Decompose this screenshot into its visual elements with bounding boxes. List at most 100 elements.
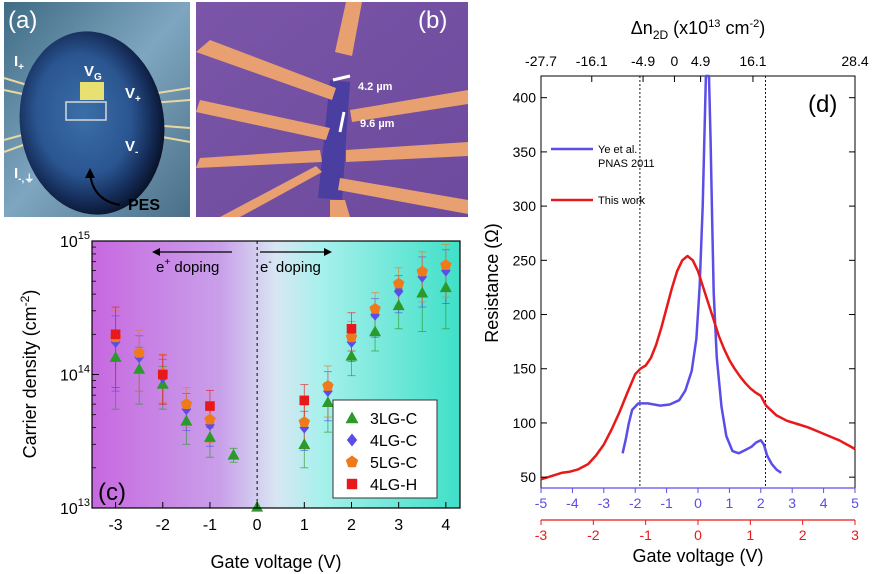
y-tick-label-d: 400: [513, 90, 537, 106]
label-i-plus: I+: [14, 53, 24, 73]
legend-marker-5lg-c: [345, 455, 359, 468]
legend-marker-3lg-c: [345, 411, 359, 424]
blue-tick-label: -4: [566, 495, 579, 511]
x-tick-label: 4: [441, 517, 450, 534]
y-tick-label: 1015: [60, 230, 90, 251]
x-tick-label: 0: [253, 517, 262, 534]
red-tick-label: -1: [639, 527, 652, 543]
y-axis-ticks: 1013 1014 1015: [60, 230, 99, 518]
y-tick-label: 1014: [60, 364, 90, 385]
scale-bar-1: [332, 74, 351, 82]
point-5lg-c: [416, 265, 428, 277]
label-pes: PES: [128, 197, 160, 214]
legend-label-ye-1: Ye et al.: [598, 144, 637, 156]
scatter-points: [109, 259, 452, 512]
top-tick-label: -27.7: [525, 53, 557, 69]
point-5lg-c: [180, 398, 193, 409]
label-v-plus: V+: [125, 85, 141, 105]
lead-labels: I+ VG V+ V- I-,⏚: [14, 53, 141, 185]
pes-arrowhead: [85, 168, 95, 178]
transition-lines: [639, 76, 766, 488]
point-3lg-c: [203, 431, 216, 442]
top-tick-label: -16.1: [576, 53, 608, 69]
x-tick-label: -3: [108, 517, 122, 534]
blue-tick-label: 1: [726, 495, 734, 511]
point-4lg-h: [205, 401, 215, 411]
panel-a-label: (a): [8, 7, 37, 34]
y-tick-label-d: 200: [513, 307, 537, 323]
point-3lg-c: [298, 438, 311, 450]
resistance-curves: [540, 74, 856, 481]
point-4lg-h: [110, 329, 121, 340]
blue-tick-label: 2: [757, 495, 765, 511]
blue-tick-label: -1: [660, 495, 673, 511]
y-tick-label-d: 250: [513, 252, 537, 268]
y-tick-label-d: 50: [520, 469, 536, 485]
legend-c: 3LG-C 4LG-C 5LG-C 4LG-H: [332, 399, 438, 499]
point-3lg-c: [321, 396, 334, 408]
blue-tick-label: 0: [694, 495, 702, 511]
x-axis-ticks: -3 -2 -1 0 1 2 3 4: [108, 502, 450, 534]
label-vg: VG: [84, 63, 102, 83]
top-tick-label: 28.4: [841, 53, 868, 69]
scale-label-2: 9.6 µm: [360, 118, 395, 130]
legend-label-4lg-h: 4LG-H: [370, 477, 417, 494]
x-tick-label: -1: [203, 517, 217, 534]
top-tick-label: 4.9: [691, 53, 711, 69]
graphene-channel: [318, 80, 350, 200]
point-3lg-c: [416, 286, 429, 298]
point-5lg-c: [345, 331, 358, 343]
legend-marker-4lg-h: [346, 478, 358, 490]
point-3lg-c: [109, 351, 122, 362]
y-axis-ticks-d: 50 100 150 200 250 300 350 400: [513, 90, 855, 485]
blue-tick-label: 4: [820, 495, 828, 511]
point-3lg-c: [180, 414, 193, 426]
y-tick-label-d: 350: [513, 144, 537, 160]
point-5lg-c: [393, 277, 405, 289]
gate-electrode: [80, 82, 104, 100]
legend-label-4lg-c: 4LG-C: [370, 433, 417, 450]
x-axis-title-c: Gate voltage (V): [210, 552, 341, 572]
point-4lg-h: [346, 323, 357, 334]
y-tick-label-d: 150: [513, 361, 537, 377]
x-tick-label: 1: [300, 517, 309, 534]
panel-d-label: (d): [808, 91, 837, 118]
electron-doping-label: e- doping: [260, 257, 321, 276]
point-4lg-h: [157, 369, 168, 380]
blue-tick-label: 5: [851, 495, 859, 511]
top-tick-label: -4.9: [631, 53, 655, 69]
top-axis-title: Δn2D (x1013 cm-2): [631, 18, 765, 42]
doping-annotations: e+ doping e- doping: [152, 248, 332, 276]
label-i-minus: I-,⏚: [14, 165, 34, 185]
electrolyte-drop: [19, 31, 165, 215]
curve-ye-et-al: [621, 74, 782, 474]
red-tick-label: -2: [587, 527, 600, 543]
electrodes: [196, 2, 468, 217]
top-axis-ticks: -27.7 -16.1 -4.9 0 4.9 16.1 28.4: [525, 53, 869, 82]
red-tick-label: 3: [851, 527, 859, 543]
x-tick-label: 2: [347, 517, 356, 534]
panel-c-label: (c): [98, 479, 126, 506]
red-tick-label: 0: [694, 527, 702, 543]
point-3lg-c: [227, 448, 240, 460]
red-axis-ticks: -3 -2 -1 0 1 2 3: [535, 520, 859, 543]
point-4lg-c: [205, 418, 215, 431]
point-5lg-c: [204, 413, 216, 425]
panel-b: 4.2 µm 9.6 µm (b): [196, 2, 468, 217]
hole-doping-label: e+ doping: [156, 257, 219, 276]
y-axis-title-c: Carrier density (cm-2): [18, 290, 40, 459]
point-5lg-c: [369, 302, 381, 314]
legend-marker-4lg-c: [346, 433, 358, 447]
panel-b-label: (b): [418, 7, 447, 34]
y-tick-label-d: 100: [513, 415, 537, 431]
point-5lg-c: [440, 259, 452, 270]
point-4lg-h: [299, 395, 310, 406]
point-3lg-c: [369, 325, 382, 337]
top-tick-label: 0: [671, 53, 679, 69]
y-axis-title-d: Resistance (Ω): [482, 223, 502, 343]
curve-this-work: [540, 254, 856, 481]
point-3lg-c: [392, 299, 405, 311]
legend-d: Ye et al. PNAS 2011 This work: [551, 144, 655, 207]
x-tick-label: 3: [394, 517, 403, 534]
